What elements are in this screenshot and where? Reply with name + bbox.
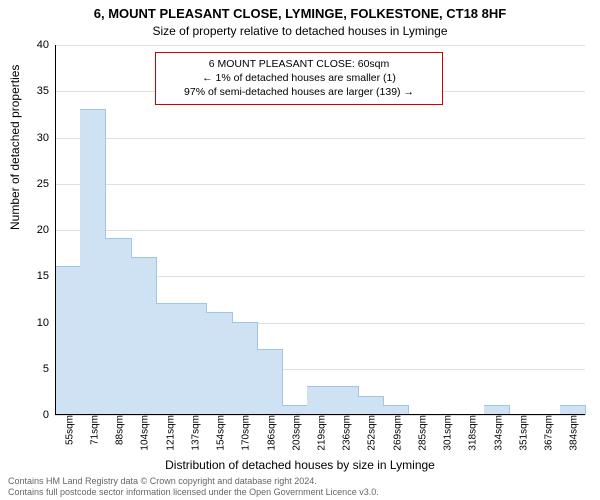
y-tick-label: 35 xyxy=(37,85,55,97)
plot-area: 051015202530354055sqm71sqm88sqm104sqm121… xyxy=(55,45,585,415)
y-tick-label: 0 xyxy=(43,409,55,421)
histogram-bar xyxy=(55,266,81,415)
histogram-bar xyxy=(307,386,333,415)
grid-line xyxy=(55,138,585,139)
y-tick-label: 30 xyxy=(37,132,55,144)
x-axis-label: Distribution of detached houses by size … xyxy=(0,458,600,472)
x-tick-label: 203sqm xyxy=(287,415,302,451)
x-tick-label: 71sqm xyxy=(85,415,100,445)
chart-container: 6, MOUNT PLEASANT CLOSE, LYMINGE, FOLKES… xyxy=(0,0,600,500)
histogram-bar xyxy=(105,238,131,415)
y-axis-label: Number of detached properties xyxy=(8,65,22,230)
histogram-bar xyxy=(206,312,232,415)
callout-line: 97% of semi-detached houses are larger (… xyxy=(164,85,434,99)
y-axis-line xyxy=(55,45,56,415)
callout-line: 6 MOUNT PLEASANT CLOSE: 60sqm xyxy=(164,57,434,71)
y-tick-label: 15 xyxy=(37,270,55,282)
histogram-bar xyxy=(358,396,384,416)
histogram-bar xyxy=(156,303,182,415)
grid-line xyxy=(55,45,585,46)
x-axis-line xyxy=(55,414,585,415)
histogram-bar xyxy=(232,322,258,416)
x-tick-label: 104sqm xyxy=(136,415,151,451)
x-tick-label: 88sqm xyxy=(111,415,126,445)
x-tick-label: 236sqm xyxy=(338,415,353,451)
title-sub: Size of property relative to detached ho… xyxy=(0,24,600,38)
footer-attribution: Contains HM Land Registry data © Crown c… xyxy=(8,476,379,499)
histogram-bar xyxy=(131,257,157,415)
x-tick-label: 55sqm xyxy=(60,415,75,445)
histogram-bar xyxy=(80,109,106,415)
x-tick-label: 318sqm xyxy=(464,415,479,451)
histogram-bar xyxy=(181,303,207,415)
x-tick-label: 186sqm xyxy=(262,415,277,451)
footer-line-1: Contains HM Land Registry data © Crown c… xyxy=(8,476,379,487)
title-main: 6, MOUNT PLEASANT CLOSE, LYMINGE, FOLKES… xyxy=(0,6,600,21)
y-tick-label: 5 xyxy=(43,363,55,375)
grid-line xyxy=(55,184,585,185)
y-tick-label: 40 xyxy=(37,39,55,51)
footer-line-2: Contains full postcode sector informatio… xyxy=(8,487,379,498)
x-tick-label: 121sqm xyxy=(161,415,176,451)
x-tick-label: 285sqm xyxy=(413,415,428,451)
x-tick-label: 301sqm xyxy=(439,415,454,451)
callout-box: 6 MOUNT PLEASANT CLOSE: 60sqm← 1% of det… xyxy=(155,52,443,105)
y-tick-label: 20 xyxy=(37,224,55,236)
x-tick-label: 351sqm xyxy=(514,415,529,451)
histogram-bar xyxy=(257,349,283,415)
x-tick-label: 219sqm xyxy=(313,415,328,451)
histogram-bar xyxy=(333,386,359,415)
callout-line: ← 1% of detached houses are smaller (1) xyxy=(164,71,434,85)
x-tick-label: 334sqm xyxy=(489,415,504,451)
x-tick-label: 154sqm xyxy=(212,415,227,451)
x-tick-label: 367sqm xyxy=(540,415,555,451)
x-tick-label: 252sqm xyxy=(363,415,378,451)
y-tick-label: 10 xyxy=(37,317,55,329)
grid-line xyxy=(55,230,585,231)
x-tick-label: 269sqm xyxy=(388,415,403,451)
x-tick-label: 170sqm xyxy=(237,415,252,451)
y-tick-label: 25 xyxy=(37,178,55,190)
x-tick-label: 137sqm xyxy=(186,415,201,451)
x-tick-label: 384sqm xyxy=(565,415,580,451)
